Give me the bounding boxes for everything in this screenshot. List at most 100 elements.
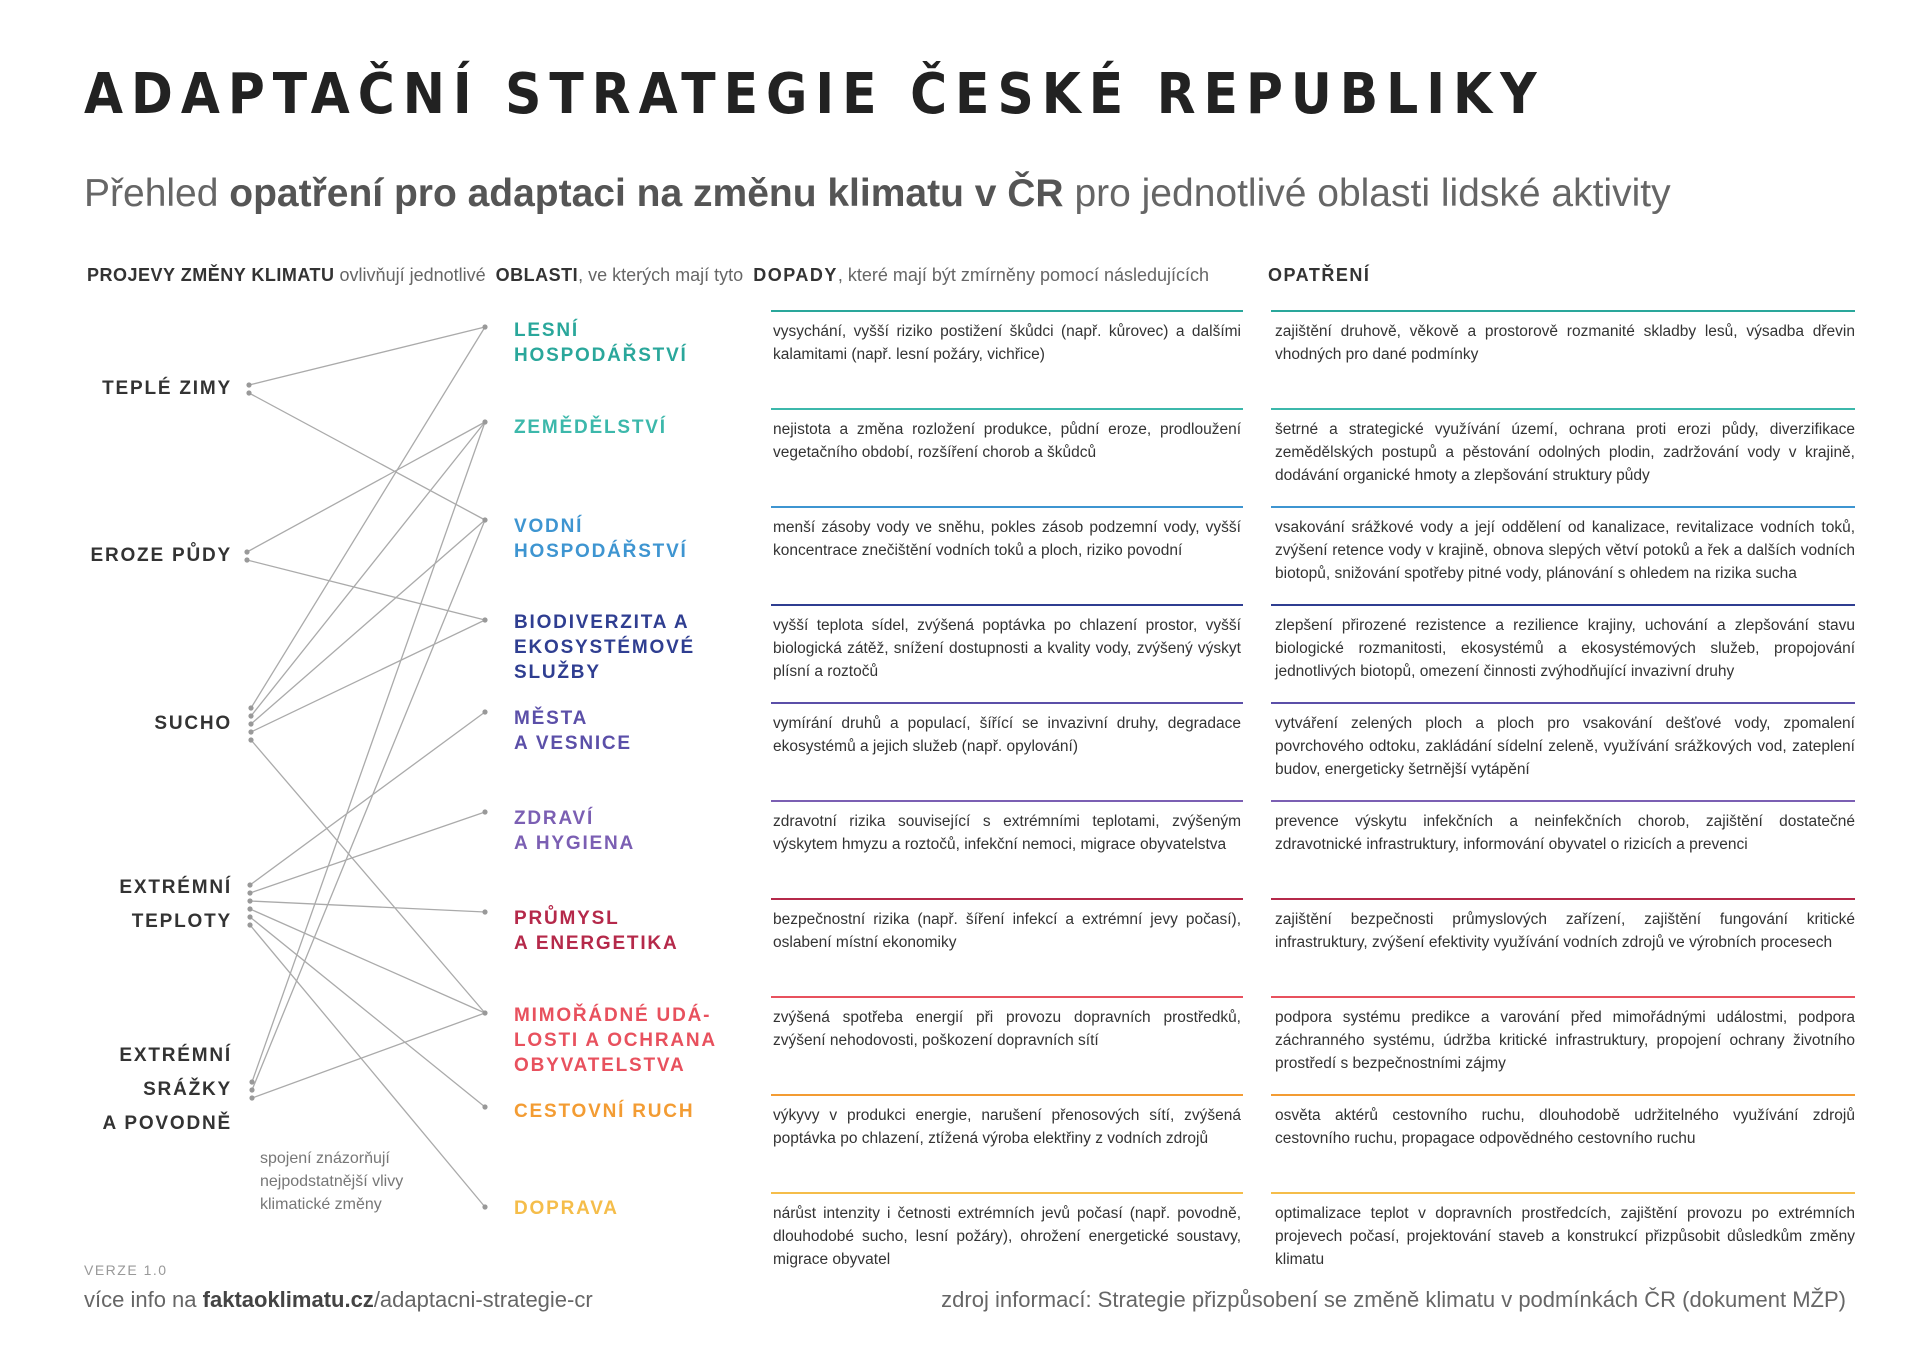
phenomenon-label: EXTRÉMNÍ SRÁŽKY A POVODNĚ [102,1039,232,1141]
influence-link [248,392,486,521]
area-label-line: CESTOVNÍ RUCH [514,1101,695,1122]
link-end-dot [482,909,488,915]
link-start-dot [249,1079,255,1085]
impact-text: vyšší teplota sídel, zvýšená poptávka po… [773,617,1241,680]
impact-text: nejistota a změna rozložení produkce, pů… [773,421,1241,461]
area-label: LESNÍ HOSPODÁŘSTVÍ [514,318,688,368]
link-start-dot [247,890,253,896]
influence-link [249,900,486,913]
measure-divider [1271,604,1855,606]
influence-link [249,711,486,886]
area-label-line: LOSTI A OCHRANA [514,1030,717,1051]
link-end-dot [482,1204,488,1210]
impact-text: bezpečnostní rizika (např. šíření infekc… [773,911,1241,951]
link-start-dot [249,1087,255,1093]
impact-divider [771,996,1243,998]
influence-link [249,908,486,1014]
measure-text: zlepšení přirozené rezistence a rezilien… [1275,617,1855,680]
link-start-dot [248,729,254,735]
phenomenon-label: SUCHO [154,707,232,741]
influence-link [246,559,486,621]
impact-text: menší zásoby vody ve sněhu, pokles zásob… [773,519,1241,559]
area-label-line: SLUŽBY [514,662,601,683]
influence-link [249,916,486,1108]
area-label-line: MĚSTA [514,708,589,729]
area-label-line: HOSPODÁŘSTVÍ [514,541,688,562]
impact-divider [771,506,1243,508]
link-start-dot [248,713,254,719]
measure-text: šetrné a strategické využívání území, oc… [1275,421,1855,484]
impact-divider [771,898,1243,900]
area-label-line: A VESNICE [514,733,632,754]
influence-link [250,739,486,1014]
column-header-row: PROJEVY ZMĚNY KLIMATU ovlivňují jednotli… [87,265,1209,286]
link-start-dot [247,922,253,928]
impact-text: vymírání druhů a populací, šířící se inv… [773,715,1241,755]
link-end-dot [482,1104,488,1110]
link-start-dot [247,898,253,904]
measure-divider [1271,310,1855,312]
impact-divider [771,310,1243,312]
link-start-dot [246,390,252,396]
influence-link [250,421,486,717]
version-label: VERZE 1.0 [84,1262,168,1278]
header-phenomena-rest: ovlivňují jednotlivé [334,265,496,285]
link-end-dot [482,324,488,330]
page-title: ADAPTAČNÍ STRATEGIE ČESKÉ REPUBLIKY [84,62,1545,127]
impact-text: vysychání, vyšší riziko postižení škůdci… [773,323,1241,363]
impact-divider [771,1094,1243,1096]
area-label-line: LESNÍ [514,320,579,341]
measure-divider [1271,1094,1855,1096]
influence-link [251,519,486,1091]
influence-link [249,924,486,1208]
impact-divider [771,1192,1243,1194]
measure-divider [1271,996,1855,998]
impact-divider [771,800,1243,802]
measure-text: vytváření zelených ploch a ploch pro vsa… [1275,715,1855,778]
link-start-dot [244,549,250,555]
header-areas-rest: , ve kterých mají tyto [578,265,754,285]
measure-text: prevence výskytu infekčních a neinfekční… [1275,813,1855,853]
page-subtitle: Přehled opatření pro adaptaci na změnu k… [84,172,1671,216]
header-impacts-rest: , které mají být zmírněny pomocí následu… [837,265,1210,285]
area-label-line: PRŮMYSL [514,908,620,929]
impact-divider [771,604,1243,606]
phenomenon-label-line: SRÁŽKY [143,1079,232,1100]
more-info-path: /adaptacni-strategie-cr [373,1287,593,1312]
subtitle-part1: Přehled [84,172,230,215]
phenomenon-label-line: TEPLOTY [131,911,232,932]
header-phenomena: PROJEVY ZMĚNY KLIMATU [87,265,335,285]
phenomenon-label-line: EXTRÉMNÍ [119,877,232,898]
phenomenon-label-line: EROZE PŮDY [90,545,232,566]
link-start-dot [247,914,253,920]
phenomenon-label-line: A POVODNĚ [102,1113,232,1134]
area-label: DOPRAVA [514,1196,619,1221]
impact-text: zvýšená spotřeba energií při provozu dop… [773,1009,1241,1049]
more-info-link[interactable]: více info na faktaoklimatu.cz/adaptacni-… [84,1287,593,1313]
phenomenon-label: TEPLÉ ZIMY [102,372,232,406]
measure-divider [1271,506,1855,508]
area-label-line: DOPRAVA [514,1198,619,1219]
area-label: MĚSTA A VESNICE [514,706,632,756]
link-start-dot [248,705,254,711]
influence-link [251,421,486,1083]
measure-divider [1271,1192,1855,1194]
link-start-dot [249,1095,255,1101]
phenomenon-label: EXTRÉMNÍ TEPLOTY [119,871,232,939]
influence-link [250,519,486,725]
header-areas: OBLASTI [495,265,579,285]
measure-divider [1271,702,1855,704]
impact-text: zdravotní rizika související s extrémním… [773,813,1241,853]
link-end-dot [482,419,488,425]
area-label: BIODIVERZITA A EKOSYSTÉMOVÉ SLUŽBY [514,610,695,685]
impact-divider [771,408,1243,410]
measure-text: vsakování srážkové vody a její oddělení … [1275,519,1855,582]
impact-text: nárůst intenzity i četnosti extrémních j… [773,1205,1241,1268]
influence-link [246,421,486,553]
area-label: PRŮMYSL A ENERGETIKA [514,906,678,956]
measure-text: optimalizace teplot v dopravních prostře… [1275,1205,1855,1268]
area-label-line: OBYVATELSTVA [514,1055,686,1076]
impact-divider [771,702,1243,704]
header-measures: OPATŘENÍ [1268,265,1371,285]
